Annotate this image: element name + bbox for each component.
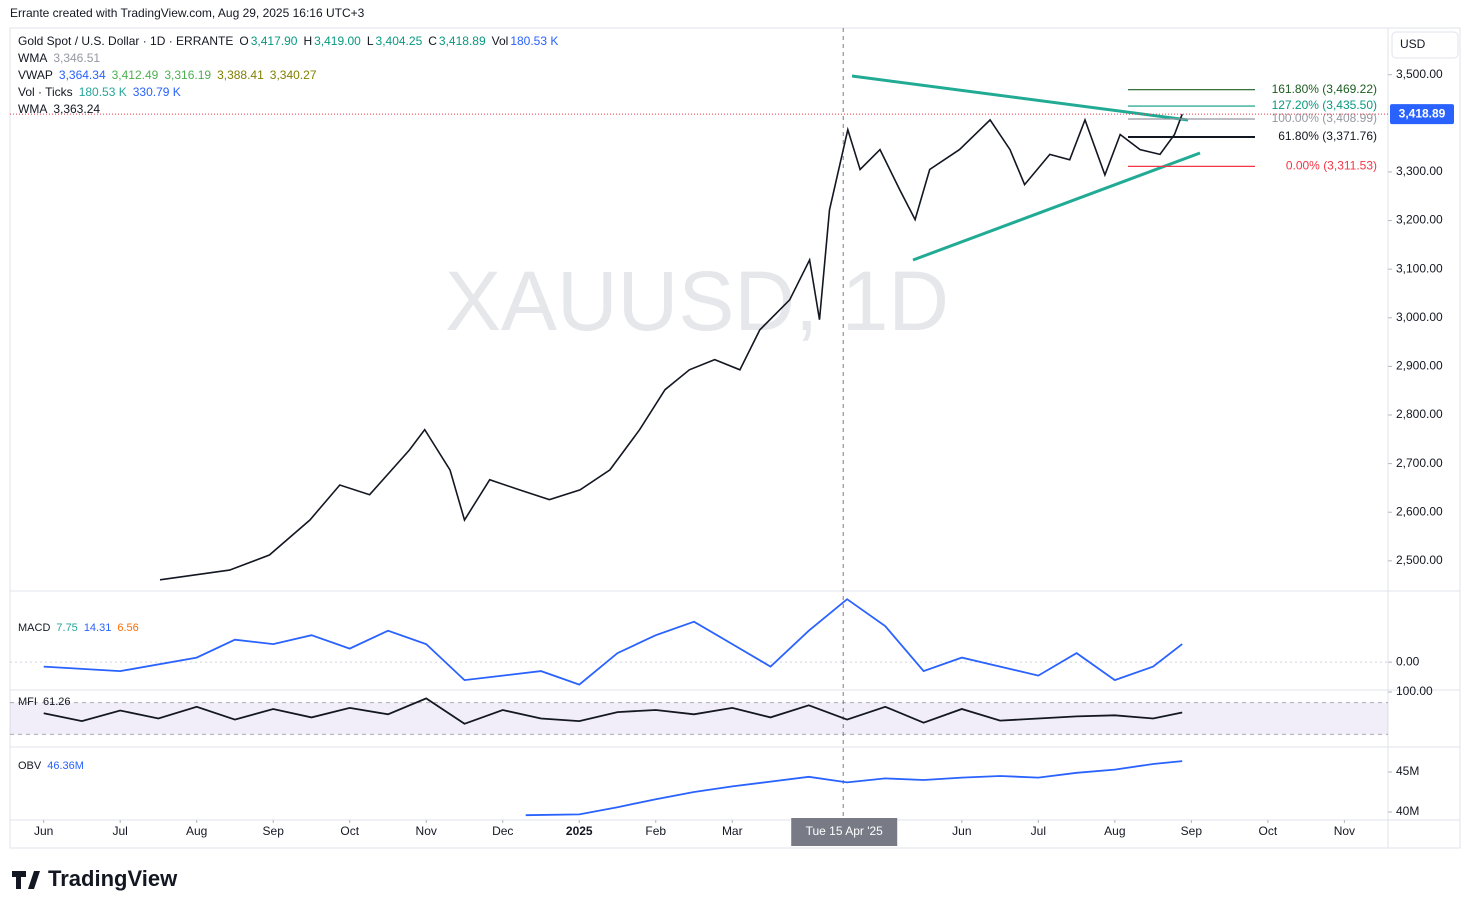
last-price-label: 3,418.89 bbox=[1399, 106, 1446, 120]
y-tick-label: 45M bbox=[1396, 764, 1419, 778]
y-tick-label: 100.00 bbox=[1396, 684, 1433, 698]
brand-logo: TradingView bbox=[12, 866, 178, 891]
series-line bbox=[159, 113, 1183, 581]
legend-value: 14.31 bbox=[84, 622, 112, 634]
fib-label: 161.80% (3,469.22) bbox=[1272, 82, 1377, 96]
fib-label: 100.00% (3,408.99) bbox=[1272, 111, 1377, 125]
brand: TradingView bbox=[48, 866, 178, 891]
brand-icon bbox=[12, 871, 40, 889]
crosshair-label: Tue 15 Apr '25 bbox=[806, 824, 884, 838]
legend-value: 3,340.27 bbox=[270, 68, 317, 82]
y-tick-label: 3,100.00 bbox=[1396, 261, 1443, 275]
watermark: XAUUSD, 1D bbox=[445, 254, 949, 348]
mfi-band bbox=[10, 702, 1388, 735]
x-tick-label: Oct bbox=[1259, 824, 1278, 838]
last-price-box bbox=[1390, 104, 1454, 125]
x-tick-label: Jun bbox=[952, 824, 971, 838]
legend-value: O bbox=[239, 34, 248, 48]
legend-value: 3,419.00 bbox=[314, 34, 361, 48]
x-tick-label: Jul bbox=[113, 824, 128, 838]
legend-name: WMA bbox=[18, 102, 47, 116]
y-tick-label: 2,700.00 bbox=[1396, 456, 1443, 470]
x-tick-label: Nov bbox=[1334, 824, 1355, 838]
legend-value: 3,346.51 bbox=[53, 51, 100, 65]
legend-value: Vol bbox=[492, 34, 509, 48]
x-tick-label: Aug bbox=[1104, 824, 1125, 838]
legend-name: MFI bbox=[18, 696, 37, 708]
legend-value: 180.53 K bbox=[510, 34, 558, 48]
x-tick-label: Sep bbox=[263, 824, 285, 838]
series-line bbox=[43, 697, 1183, 725]
legend-value: 7.75 bbox=[56, 622, 77, 634]
legend-name: OBV bbox=[18, 760, 42, 772]
fib-label: 127.20% (3,435.50) bbox=[1272, 98, 1377, 112]
y-tick-label: 3,300.00 bbox=[1396, 164, 1443, 178]
series-line bbox=[43, 598, 1183, 686]
x-tick-label: Mar bbox=[722, 824, 743, 838]
currency-box[interactable] bbox=[1391, 31, 1459, 59]
legend-value: 3,363.24 bbox=[53, 102, 100, 116]
legend-name: WMA bbox=[18, 51, 47, 65]
legend-value: 3,404.25 bbox=[376, 34, 423, 48]
y-tick-label: 2,800.00 bbox=[1396, 407, 1443, 421]
y-tick-label: 2,500.00 bbox=[1396, 553, 1443, 567]
legend-name: MACD bbox=[18, 622, 50, 634]
legend-value: H bbox=[303, 34, 312, 48]
legend-name: Gold Spot / U.S. Dollar · 1D · ERRANTE bbox=[18, 34, 233, 48]
legend-value: 3,388.41 bbox=[217, 68, 264, 82]
y-tick-label: 3,000.00 bbox=[1396, 310, 1443, 324]
triangle-lower bbox=[912, 151, 1201, 262]
legend-value: 61.26 bbox=[43, 696, 71, 708]
legend-value: 3,417.90 bbox=[251, 34, 298, 48]
legend-value: 46.36M bbox=[47, 760, 84, 772]
series-line bbox=[525, 760, 1183, 817]
legend-value: C bbox=[428, 34, 437, 48]
x-tick-label: Sep bbox=[1181, 824, 1203, 838]
legend-value: 6.56 bbox=[117, 622, 138, 634]
legend-value: L bbox=[367, 34, 374, 48]
chart-frame bbox=[9, 27, 1461, 849]
fib-label: 61.80% (3,371.76) bbox=[1278, 129, 1377, 143]
legend-value: 330.79 K bbox=[133, 85, 181, 99]
x-tick-label: Feb bbox=[645, 824, 666, 838]
triangle-upper bbox=[851, 74, 1189, 122]
attribution: Errante created with TradingView.com, Au… bbox=[10, 6, 365, 20]
legend-value: 3,316.19 bbox=[164, 68, 211, 82]
legend-value: 3,364.34 bbox=[59, 68, 106, 82]
y-tick-label: 2,600.00 bbox=[1396, 504, 1443, 518]
legend-value: 3,412.49 bbox=[112, 68, 159, 82]
x-tick-label: Oct bbox=[340, 824, 359, 838]
crosshair-box bbox=[791, 818, 898, 846]
x-tick-label: 2025 bbox=[566, 824, 593, 838]
fib-label: 0.00% (3,311.53) bbox=[1286, 159, 1377, 173]
x-tick-label: Jul bbox=[1031, 824, 1046, 838]
y-tick-label: 3,500.00 bbox=[1396, 67, 1443, 81]
x-tick-label: Aug bbox=[186, 824, 207, 838]
x-tick-label: Nov bbox=[416, 824, 437, 838]
legend-name: Vol · Ticks bbox=[18, 85, 73, 99]
legend-value: 180.53 K bbox=[79, 85, 127, 99]
legend-name: VWAP bbox=[18, 68, 53, 82]
legend-value: 3,418.89 bbox=[439, 34, 486, 48]
x-tick-label: Dec bbox=[492, 824, 513, 838]
x-tick-label: Jun bbox=[34, 824, 53, 838]
y-tick-label: 0.00 bbox=[1396, 654, 1420, 668]
currency: USD bbox=[1400, 37, 1426, 51]
y-tick-label: 2,900.00 bbox=[1396, 359, 1443, 373]
y-tick-label: 3,200.00 bbox=[1396, 213, 1443, 227]
y-tick-label: 40M bbox=[1396, 804, 1419, 818]
